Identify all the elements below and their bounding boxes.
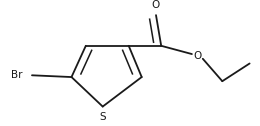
Text: O: O [193, 51, 202, 61]
Text: Br: Br [11, 70, 22, 80]
Text: S: S [99, 112, 106, 122]
Text: O: O [152, 0, 160, 10]
